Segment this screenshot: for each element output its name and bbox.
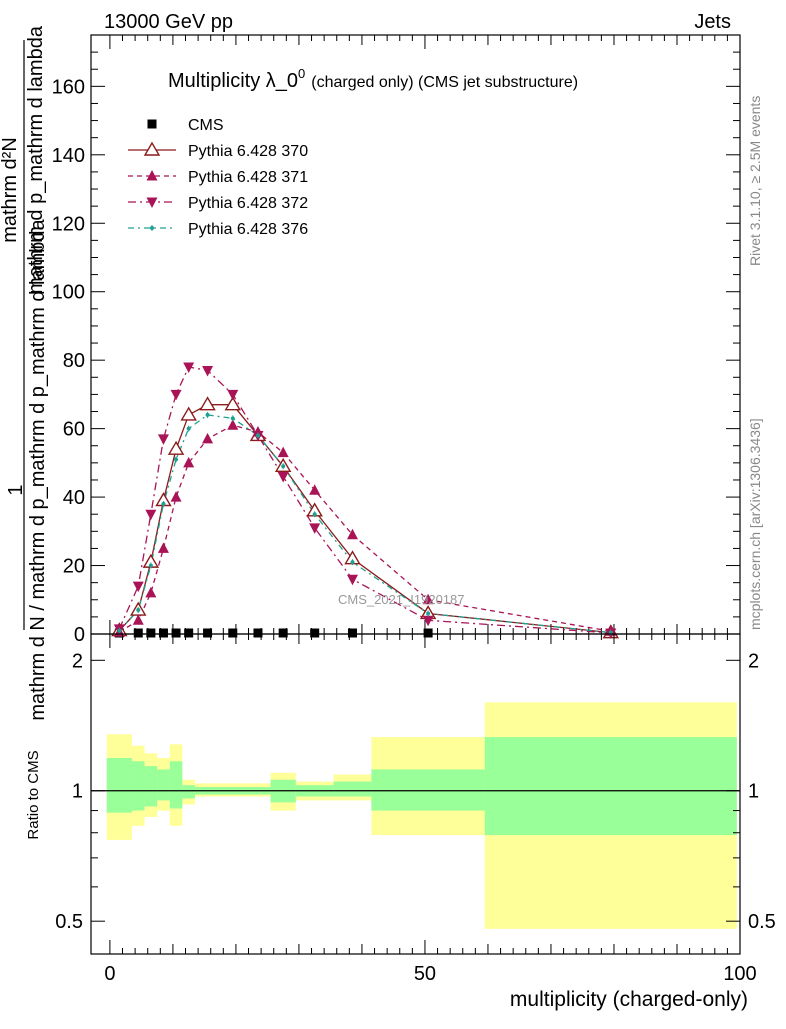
legend-marker-3 [146, 197, 158, 208]
ratio-band-green-10 [371, 769, 485, 811]
series-2-point-3 [157, 542, 169, 553]
ratio-band-green-1 [131, 761, 145, 811]
series-3-point-10 [309, 523, 321, 534]
series-1-point-6 [199, 396, 216, 411]
main-ylabel-top: 1 [5, 484, 27, 495]
header-left-label: 13000 GeV pp [104, 11, 233, 33]
ratio-band-green-0 [106, 758, 132, 813]
main-title-text: Multiplicity λ_0 [168, 70, 298, 92]
main-ytick-label: 40 [63, 487, 85, 509]
ratio-xtick-label: 0 [104, 963, 115, 985]
legend-marker-0 [147, 119, 157, 129]
series-0-point-10 [310, 628, 320, 638]
series-3-point-1 [132, 581, 144, 593]
series-line-4 [118, 414, 611, 634]
series-2-point-10 [309, 484, 321, 495]
ratio-ylabel: Ratio to CMS [25, 750, 42, 839]
analysis-watermark: CMS_2021_I1920187 [338, 592, 465, 607]
ratio-ytick-label-left: 1 [72, 781, 83, 803]
series-0-point-3 [158, 628, 168, 638]
legend-label-3: Pythia 6.428 372 [188, 195, 308, 212]
series-2-point-11 [346, 528, 358, 540]
ratio-xtick-label: 100 [723, 963, 756, 985]
legend-label-4: Pythia 6.428 376 [188, 221, 308, 238]
series-0-point-11 [347, 628, 357, 638]
series-2-point-6 [202, 432, 214, 444]
series-0-point-12 [423, 628, 433, 638]
legend-marker-1 [143, 141, 161, 156]
main-ytick-label: 160 [52, 76, 85, 98]
main-title: Multiplicity λ_00 (charged only) (CMS jet… [168, 66, 578, 92]
series-3-point-11 [346, 574, 358, 586]
series-3-point-3 [157, 434, 169, 445]
ratio-xtick-label: 50 [414, 963, 436, 985]
main-ylabel-denominator: mathrm d N / mathrm d p_mathrm d p_mathr… [27, 218, 49, 720]
series-0-point-6 [203, 628, 213, 638]
legend-marker-2 [146, 170, 158, 181]
main-ytick-label: 0 [74, 624, 85, 646]
series-0-point-1 [133, 628, 143, 638]
ratio-band-green-4 [169, 761, 183, 809]
series-2-point-2 [145, 586, 157, 598]
main-title-sup: 0 [298, 66, 305, 81]
main-ylabel-numerator: mathrm d²N [0, 137, 21, 243]
legend-label-2: Pythia 6.428 371 [188, 169, 308, 186]
series-1-point-5 [180, 406, 197, 421]
series-2-point-4 [170, 491, 182, 502]
ratio-band-green-2 [144, 766, 158, 807]
main-ytick-label: 120 [52, 213, 85, 235]
series-3-point-12 [422, 615, 434, 627]
ratio-xlabel: multiplicity (charged-only) [510, 988, 748, 1011]
series-3-point-6 [202, 365, 214, 377]
series-0-point-4 [171, 628, 181, 638]
series-0-point-7 [228, 628, 238, 638]
ratio-band-green-5 [182, 785, 195, 799]
ratio-band-green-11 [484, 737, 737, 836]
ratio-ytick-label-left: 0.5 [55, 911, 83, 933]
ratio-frame [90, 633, 741, 955]
series-3-point-4 [170, 389, 182, 401]
main-ylabel-stacked: mathrm d p_mathrm d lambda [25, 25, 47, 294]
main-title-suffix: (charged only) (CMS jet substructure) [311, 74, 578, 91]
series-0-point-8 [253, 628, 263, 638]
series-2-point-1 [132, 614, 144, 625]
series-1-point-7 [224, 396, 241, 411]
series-3-point-5 [183, 362, 195, 374]
ratio-band-green-9 [333, 781, 372, 797]
series-3-point-9 [277, 472, 289, 483]
legend-label-1: Pythia 6.428 370 [188, 143, 308, 160]
rivet-version-label: Rivet 3.1.10, ≥ 2.5M events [747, 96, 763, 266]
legend: CMS Pythia 6.428 370 Pythia 6.428 371 Pythi… [128, 117, 308, 238]
ratio-panel: 0 50 100 0.5 0.5 1 1 2 2 [55, 633, 776, 985]
ratio-ytick-label-right: 2 [748, 650, 759, 672]
main-ytick-label: 140 [52, 145, 85, 167]
series-2-point-12 [422, 593, 434, 605]
ratio-ytick-label-right: 1 [748, 781, 759, 803]
main-ytick-label: 20 [63, 556, 85, 578]
series-3-point-7 [227, 389, 239, 401]
series-0-point-9 [278, 628, 288, 638]
series-2-point-7 [227, 419, 239, 430]
series-0-point-5 [184, 628, 194, 638]
header-right-label: Jets [694, 11, 731, 33]
mcplots-label: mcplots.cern.ch [arXiv:1306.3436] [747, 418, 763, 630]
series-2-point-9 [277, 446, 289, 458]
series-line-1 [118, 404, 611, 634]
main-ytick-label: 60 [63, 419, 85, 441]
main-panel: 0 20 40 60 80 100 120 140 160 [52, 34, 741, 646]
series-0-point-2 [146, 628, 156, 638]
legend-label-0: CMS [188, 117, 224, 134]
ratio-ytick-label-left: 2 [72, 650, 83, 672]
ratio-band-green-3 [157, 769, 170, 801]
series-1-point-4 [167, 440, 185, 455]
ratio-ytick-label-right: 0.5 [748, 911, 776, 933]
series-2-point-5 [183, 456, 195, 468]
series-3-point-2 [145, 509, 157, 521]
series-line-3 [118, 366, 611, 634]
main-ytick-label: 80 [63, 350, 85, 372]
main-ytick-label: 100 [52, 282, 85, 304]
